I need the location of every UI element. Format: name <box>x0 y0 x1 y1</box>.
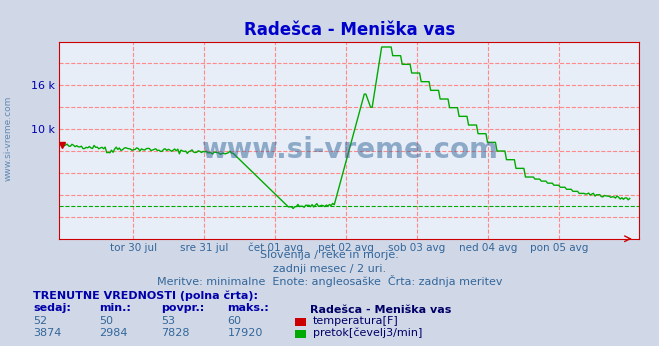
Text: temperatura[F]: temperatura[F] <box>313 316 399 326</box>
Text: 2984: 2984 <box>99 328 127 338</box>
Text: TRENUTNE VREDNOSTI (polna črta):: TRENUTNE VREDNOSTI (polna črta): <box>33 291 258 301</box>
Text: Meritve: minimalne  Enote: angleosaške  Črta: zadnja meritev: Meritve: minimalne Enote: angleosaške Čr… <box>157 275 502 288</box>
Text: maks.:: maks.: <box>227 303 269 313</box>
Title: Radešca - Meniška vas: Radešca - Meniška vas <box>244 20 455 38</box>
Text: 50: 50 <box>99 316 113 326</box>
Text: zadnji mesec / 2 uri.: zadnji mesec / 2 uri. <box>273 264 386 274</box>
Text: Slovenija / reke in morje.: Slovenija / reke in morje. <box>260 250 399 260</box>
Text: min.:: min.: <box>99 303 130 313</box>
Text: 7828: 7828 <box>161 328 190 338</box>
Text: 17920: 17920 <box>227 328 263 338</box>
Text: 53: 53 <box>161 316 175 326</box>
Text: povpr.:: povpr.: <box>161 303 205 313</box>
Text: pretok[čevelj3/min]: pretok[čevelj3/min] <box>313 327 422 338</box>
Text: 3874: 3874 <box>33 328 61 338</box>
Text: www.si-vreme.com: www.si-vreme.com <box>201 136 498 164</box>
Text: sedaj:: sedaj: <box>33 303 71 313</box>
Text: 60: 60 <box>227 316 241 326</box>
Text: www.si-vreme.com: www.si-vreme.com <box>3 96 13 181</box>
Text: 52: 52 <box>33 316 47 326</box>
Text: Radešca - Meniška vas: Radešca - Meniška vas <box>310 305 451 315</box>
